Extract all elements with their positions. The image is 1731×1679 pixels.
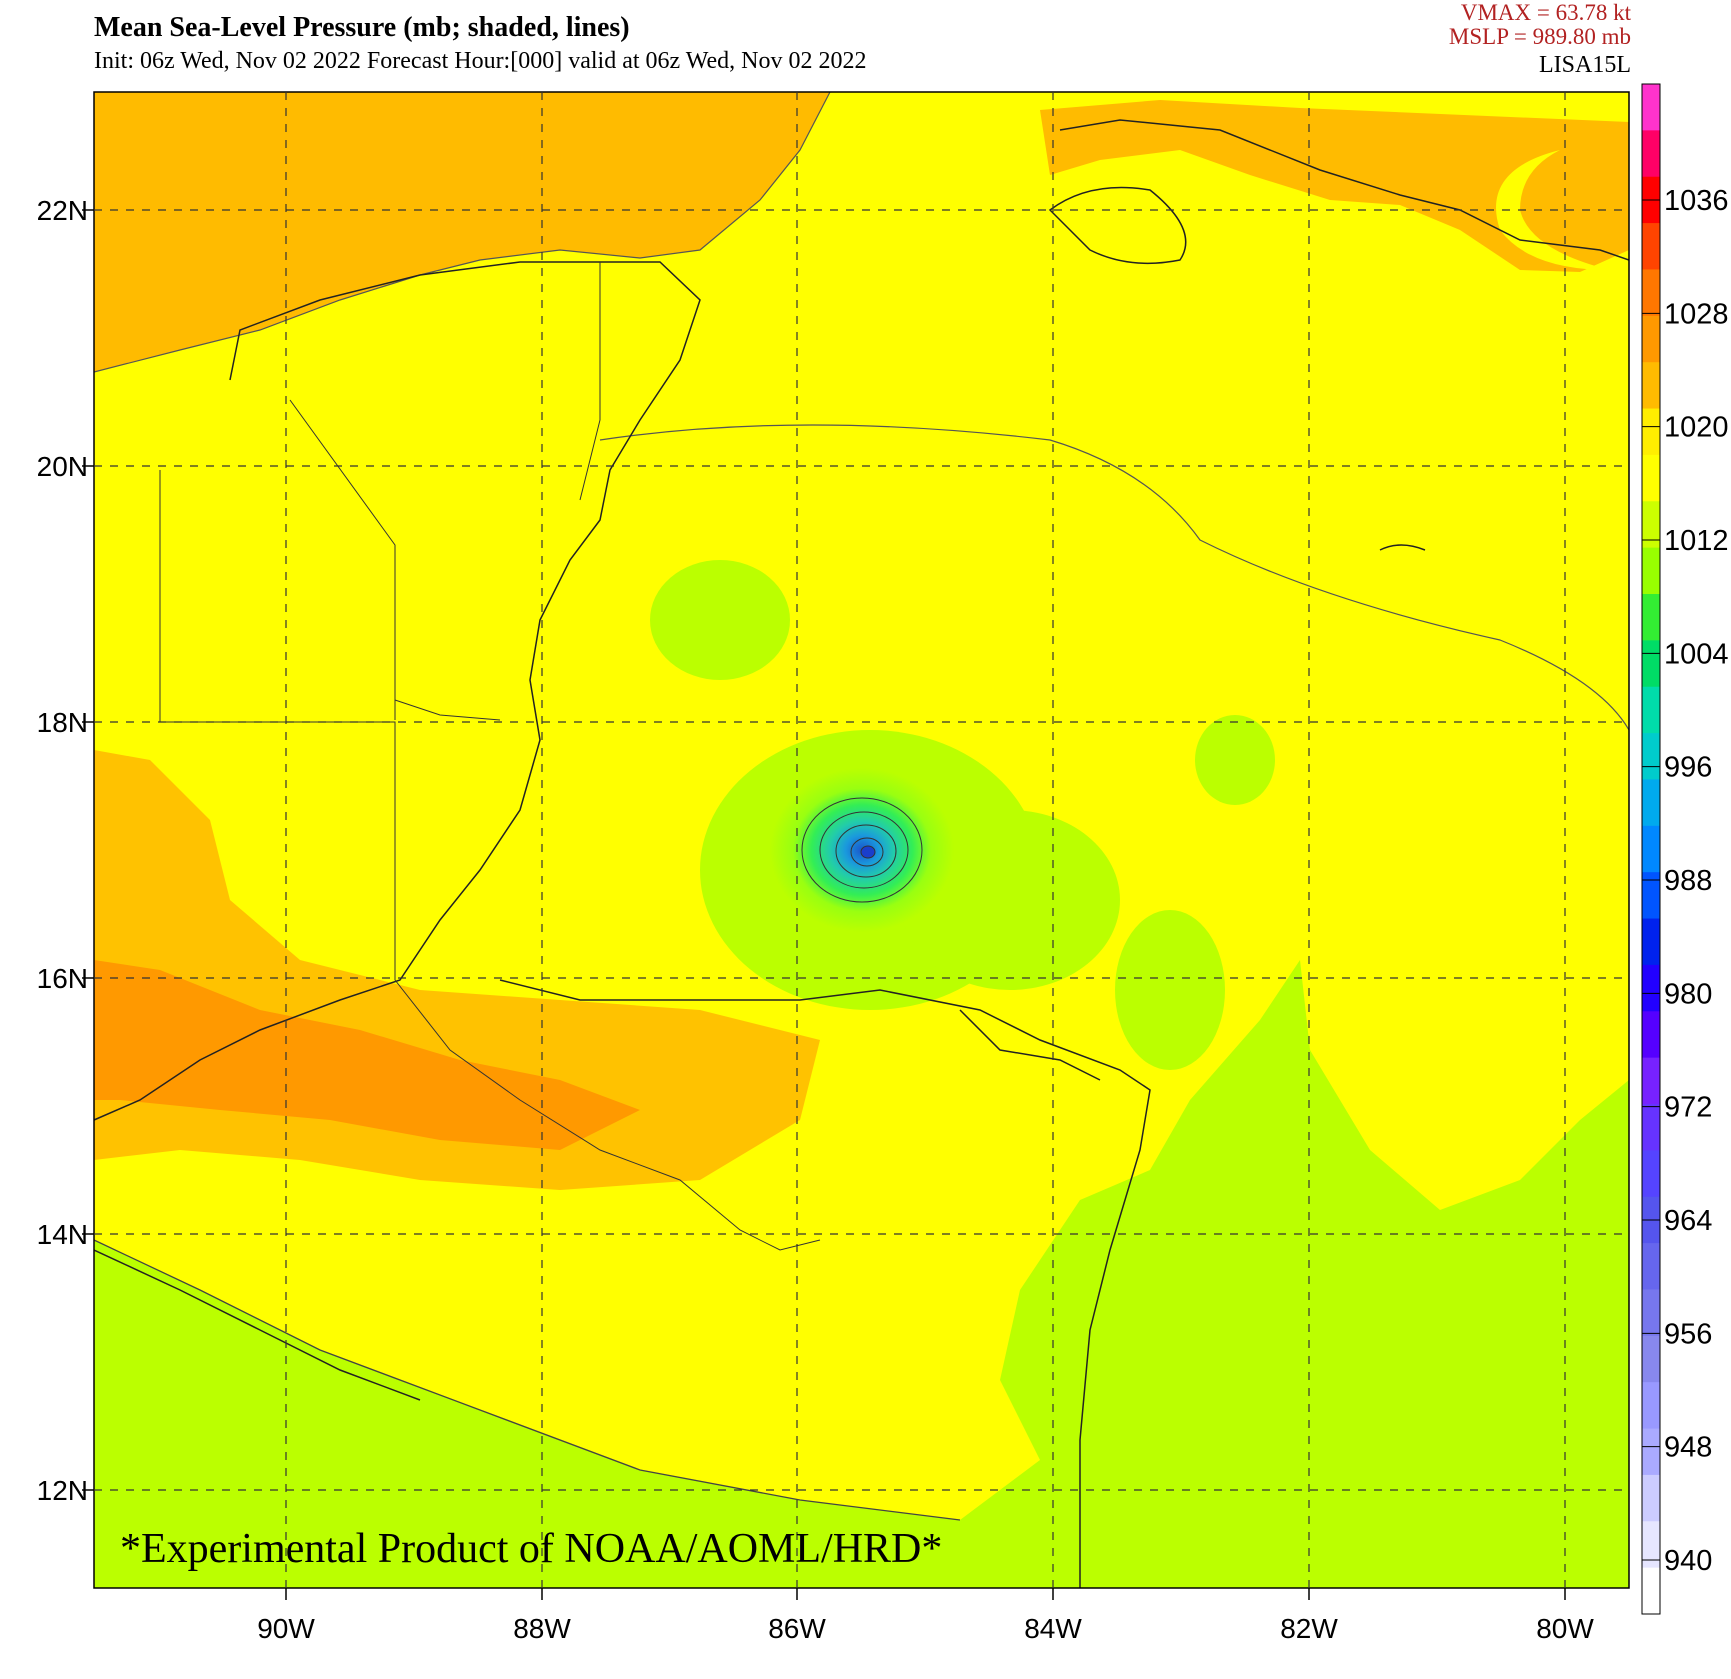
colorbar-swatch	[1642, 1474, 1660, 1522]
lon-label: 90W	[257, 1613, 315, 1644]
storm-id: LISA15L	[1539, 52, 1631, 78]
map-plot-area	[94, 92, 1629, 1588]
colorbar-swatch	[1642, 315, 1660, 363]
isobar-south	[94, 1239, 961, 1521]
colorbar-swatch	[1642, 640, 1660, 688]
colorbar-swatch	[1642, 454, 1660, 502]
colorbar-swatch	[1642, 1243, 1660, 1290]
colorbar-swatch	[1642, 408, 1660, 456]
colorbar-swatch	[1642, 269, 1660, 317]
lat-label: 14N	[37, 1219, 88, 1250]
high-pressure-nw	[94, 92, 830, 372]
map-subtitle: Init: 06z Wed, Nov 02 2022 Forecast Hour…	[94, 48, 867, 74]
colorbar-label: 972	[1664, 1092, 1712, 1124]
colorbar-swatch	[1642, 1567, 1660, 1615]
colorbar-swatch	[1642, 1289, 1660, 1337]
colorbar-swatch	[1642, 1057, 1660, 1105]
colorbar-swatch	[1642, 1382, 1660, 1430]
colorbar-swatch	[1642, 130, 1660, 178]
isobar-storm-2	[819, 811, 909, 889]
isobar-storm-4	[850, 837, 884, 867]
colorbar-swatch	[1642, 84, 1660, 131]
lon-label: 80W	[1536, 1613, 1594, 1644]
colorbar-label: 948	[1664, 1432, 1712, 1464]
lon-label: 88W	[513, 1613, 571, 1644]
colorbar-swatch	[1642, 1011, 1660, 1059]
colorbar-swatch	[1642, 1521, 1660, 1569]
isobar-storm-3	[835, 824, 897, 878]
colorbar-swatch	[1642, 1150, 1660, 1198]
latitude-labels: 22N 20N 18N 16N 14N 12N	[37, 195, 94, 1506]
colorbar-swatch	[1642, 1428, 1660, 1476]
colorbar-swatch	[1642, 779, 1660, 827]
lat-label: 20N	[37, 451, 88, 482]
colorbar-swatch	[1642, 825, 1660, 873]
green-blob-ne-honduras	[1115, 910, 1225, 1070]
longitude-labels: 90W 88W 86W 84W 82W 80W	[257, 1588, 1594, 1644]
colorbar-label: 964	[1664, 1205, 1712, 1237]
colorbar-swatch	[1642, 686, 1660, 734]
colorbar-label: 988	[1664, 865, 1712, 897]
terrain-band-dark-orange	[94, 960, 640, 1150]
colorbar-label: 940	[1664, 1545, 1712, 1577]
colorbar-label: 1036	[1664, 185, 1729, 217]
colorbar-label: 996	[1664, 752, 1712, 784]
colorbar-swatch	[1642, 1335, 1660, 1383]
green-blob-east	[900, 810, 1120, 990]
colorbar-label: 1012	[1664, 525, 1729, 557]
pressure-field-1008	[94, 960, 1629, 1588]
lon-label: 86W	[768, 1613, 826, 1644]
green-blob-18n	[1195, 715, 1275, 805]
colorbar-swatch	[1642, 594, 1660, 641]
colorbar-labels: 1036 1028 1020 1012 1004 996 988 980 972 964 956 94…	[1642, 185, 1729, 1577]
colorbar-swatch	[1642, 964, 1660, 1012]
colorbar-label: 1028	[1664, 298, 1729, 330]
green-blob-19n	[650, 560, 790, 680]
coastlines	[94, 119, 1629, 1588]
mslp-readout: MSLP = 989.80 mb	[1448, 24, 1631, 49]
lon-label: 82W	[1280, 1613, 1338, 1644]
lat-label: 18N	[37, 707, 88, 738]
colorbar-swatch	[1642, 918, 1660, 966]
lat-label: 12N	[37, 1475, 88, 1506]
colorbar-swatch	[1642, 872, 1660, 920]
lon-label: 84W	[1024, 1613, 1082, 1644]
lat-label: 16N	[37, 963, 88, 994]
colorbar-swatch	[1642, 547, 1660, 595]
colorbar-swatch	[1642, 733, 1660, 780]
colorbar-label: 980	[1664, 978, 1712, 1010]
colorbar-swatch	[1642, 501, 1660, 549]
watermark: *Experimental Product of NOAA/AOML/HRD*	[120, 1526, 942, 1572]
map-frame	[93, 91, 1630, 1589]
colorbar-swatch	[1642, 223, 1660, 270]
isobar-nw	[94, 92, 831, 373]
storm-eye	[860, 845, 876, 859]
colorbar-frame	[1641, 83, 1661, 1615]
colorbar-swatch	[1642, 1104, 1660, 1151]
vmax-readout: VMAX = 63.78 kt	[1460, 0, 1631, 25]
map-title: Mean Sea-Level Pressure (mb; shaded, lin…	[94, 12, 630, 43]
colorbar-label: 1004	[1664, 638, 1729, 670]
colorbar-label: 1020	[1664, 412, 1729, 444]
lat-label: 22N	[37, 195, 88, 226]
high-pressure-ne	[1040, 100, 1629, 272]
colorbar-label: 956	[1664, 1318, 1712, 1350]
colorbar-swatch	[1642, 362, 1660, 410]
isobar-north	[599, 424, 1629, 731]
isobar-storm-1	[801, 797, 923, 903]
